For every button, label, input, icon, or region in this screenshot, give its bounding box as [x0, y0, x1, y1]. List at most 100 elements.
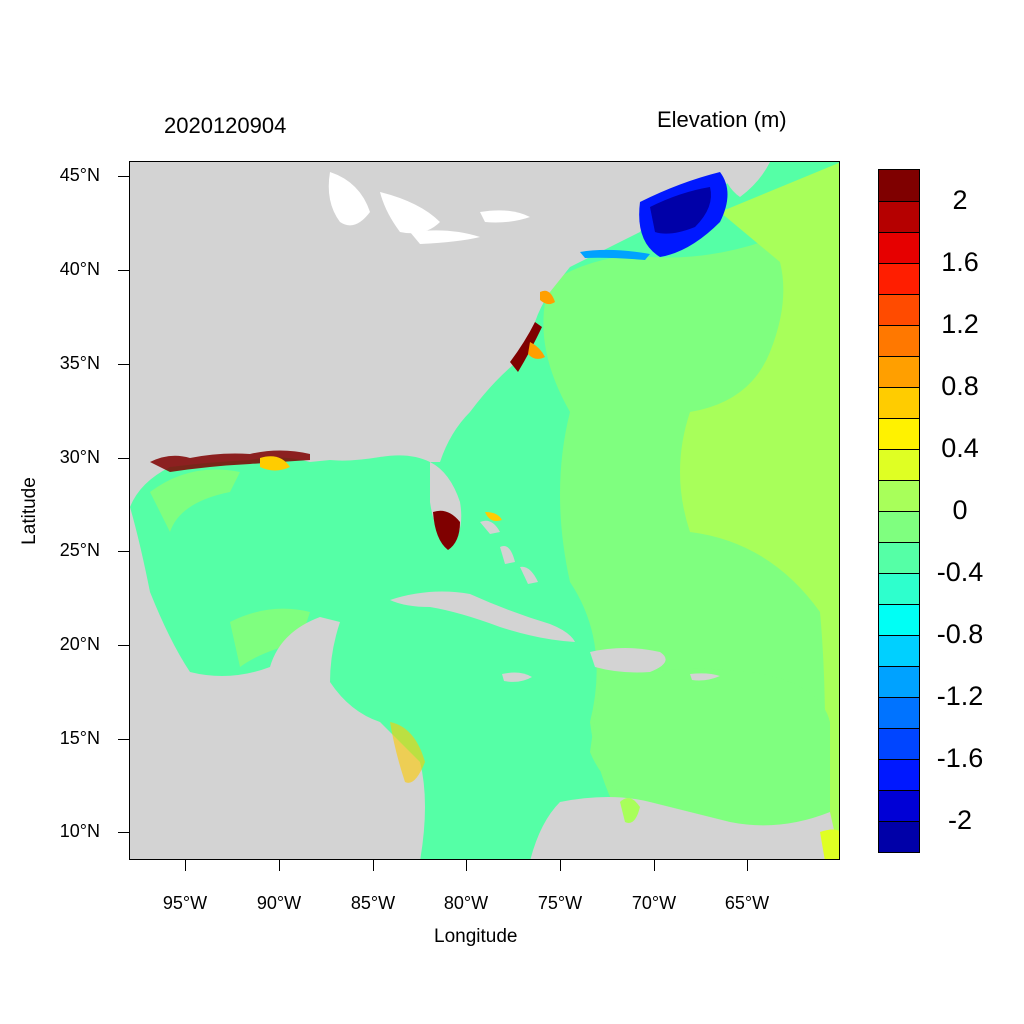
xtick-95 [185, 860, 186, 871]
bahamas-surge [485, 512, 502, 521]
cb-label-neg-0.4: -0.4 [936, 557, 984, 587]
land-north-america [130, 162, 730, 507]
gulf-coast-flood [150, 450, 310, 472]
maracaibo-zone [620, 798, 640, 823]
ytick-35 [118, 364, 129, 365]
colorbar-segment [879, 480, 919, 511]
colorbar-segment [879, 790, 919, 821]
date-title: 2020120904 [164, 113, 287, 138]
colorbar-segment [879, 356, 919, 387]
ytick-label-10: 10°N [59, 821, 100, 841]
xtick-75 [560, 860, 561, 871]
colorbar-segment [879, 201, 919, 232]
y-axis-label: Latitude [19, 477, 40, 545]
caribbean-east-zone [590, 668, 830, 835]
lake-michigan [328, 172, 370, 226]
map-plot [129, 161, 840, 860]
ytick-label-35: 35°N [59, 353, 100, 373]
colorbar-segment [879, 263, 919, 294]
land-hispaniola [590, 648, 666, 673]
ytick-label-30: 30°N [59, 447, 100, 467]
ytick-label-20: 20°N [59, 634, 100, 654]
long-island-sound-low [580, 249, 650, 260]
ytick-25 [118, 551, 129, 552]
colorbar-segment [879, 697, 919, 728]
colorbar-segment [879, 635, 919, 666]
nicaragua-coast-surge [390, 722, 425, 783]
land-nova-scotia [720, 162, 770, 197]
colorbar-segment [879, 573, 919, 604]
louisiana-surge [260, 456, 290, 471]
x-axis-label: Longitude [434, 926, 518, 947]
cb-label-0: 0 [952, 495, 968, 525]
ytick-label-15: 15°N [59, 728, 100, 748]
lake-ontario [480, 210, 530, 223]
pamlico-surge [528, 342, 545, 359]
ytick-45 [118, 176, 129, 177]
xtick-70 [654, 860, 655, 871]
cb-label-neg-0.8: -0.8 [936, 619, 984, 649]
colorbar-segment [879, 387, 919, 418]
xtick-label-80: 80°W [443, 893, 489, 913]
gulf-of-maine-deep [650, 187, 711, 234]
colorbar-segment [879, 418, 919, 449]
units-title: Elevation (m) [657, 107, 787, 132]
colorbar-segment [879, 511, 919, 542]
xtick-90 [279, 860, 280, 871]
ytick-label-25: 25°N [59, 540, 100, 560]
ytick-20 [118, 645, 129, 646]
orinoco-surge [820, 829, 839, 859]
colorbar-segment [879, 666, 919, 697]
colorbar-segment [879, 294, 919, 325]
xtick-80 [466, 860, 467, 871]
cb-label-neg-1.2: -1.2 [936, 681, 984, 711]
colorbar-segment [879, 449, 919, 480]
colorbar-segment [879, 542, 919, 573]
colorbar-segment [879, 728, 919, 759]
colorbar-segment [879, 821, 919, 852]
xtick-label-85: 85°W [350, 893, 396, 913]
lake-erie [410, 230, 480, 244]
xtick-label-95: 95°W [162, 893, 208, 913]
chesapeake-surge [540, 290, 555, 305]
ytick-30 [118, 458, 129, 459]
land-cuba [390, 591, 575, 642]
colorbar-segment [879, 170, 919, 201]
carolina-coast-flood [510, 322, 542, 372]
yucatan-shelf-zone [230, 608, 310, 667]
cb-label-neg-2: -2 [947, 805, 972, 835]
colorbar [878, 169, 920, 853]
south-florida-flood [433, 510, 460, 550]
land-bahamas-1 [480, 520, 500, 534]
ytick-40 [118, 270, 129, 271]
xtick-label-75: 75°W [537, 893, 583, 913]
lake-huron [380, 192, 440, 234]
ytick-10 [118, 832, 129, 833]
land-south-america [530, 797, 839, 859]
xtick-label-65: 65°W [724, 893, 770, 913]
cb-label-0.8: 0.8 [941, 371, 979, 401]
colorbar-segment [879, 325, 919, 356]
cb-label-1.2: 1.2 [941, 309, 979, 339]
xtick-65 [747, 860, 748, 871]
land-jamaica [502, 672, 532, 682]
cb-label-0.4: 0.4 [941, 433, 979, 463]
cb-label-neg-1.6: -1.6 [936, 743, 984, 773]
elevation-map [130, 162, 839, 859]
cb-label-2: 2 [952, 185, 968, 215]
colorbar-segment [879, 232, 919, 263]
xtick-label-90: 90°W [256, 893, 302, 913]
xtick-label-70: 70°W [631, 893, 677, 913]
ytick-label-40: 40°N [59, 259, 100, 279]
gulf-north-zone [150, 469, 240, 532]
cb-label-1.6: 1.6 [941, 247, 979, 277]
colorbar-segment [879, 604, 919, 635]
ytick-label-45: 45°N [59, 165, 100, 185]
land-bahamas-3 [520, 566, 538, 584]
colorbar-segment [879, 759, 919, 790]
xtick-85 [373, 860, 374, 871]
land-bahamas-2 [500, 546, 515, 564]
land-puerto-rico [690, 673, 720, 681]
land-mexico-central-america [130, 507, 425, 859]
atlantic-east-zone [680, 162, 839, 859]
